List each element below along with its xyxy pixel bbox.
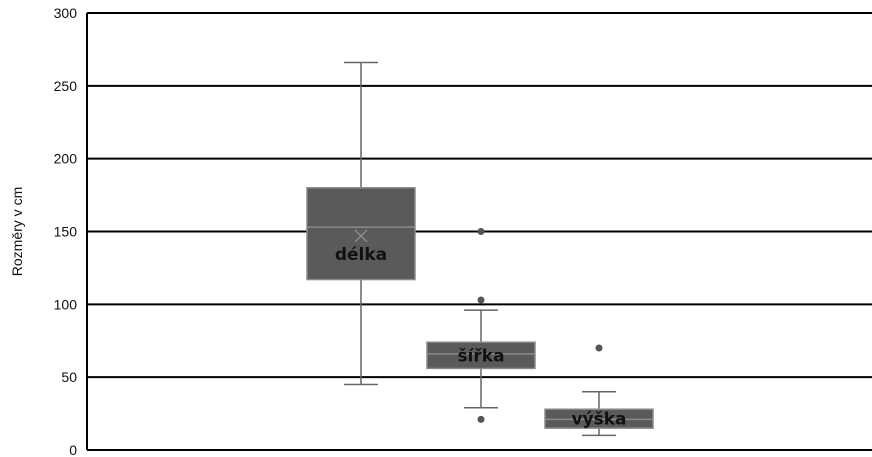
y-tick-label: 150 — [54, 224, 78, 240]
y-axis-title: Rozměry v cm — [9, 187, 25, 276]
outlier-point — [477, 415, 485, 423]
y-tick-labels: 0 50 100 150 200 250 300 — [54, 5, 78, 457]
y-tick-label: 0 — [69, 442, 77, 457]
box-label: délka — [335, 245, 387, 265]
iqr-box — [306, 187, 416, 281]
box-label: výška — [571, 410, 626, 430]
gridlines — [87, 12, 872, 451]
box-label: šířka — [457, 346, 504, 366]
y-tick-label: 100 — [54, 296, 78, 312]
box-2: výška — [544, 344, 654, 437]
box-0: délka — [306, 61, 416, 386]
outlier-point — [595, 344, 603, 352]
outlier-point — [477, 228, 485, 235]
box-1: šířka — [426, 228, 536, 423]
y-tick-label: 300 — [54, 5, 78, 21]
iqr-box — [426, 341, 536, 370]
y-tick-label: 250 — [54, 78, 78, 94]
y-tick-label: 200 — [54, 151, 78, 167]
outlier-point — [477, 296, 485, 304]
y-tick-label: 50 — [61, 369, 77, 385]
mean-marker — [354, 229, 368, 243]
box-series: délka šířka výška — [306, 61, 654, 437]
